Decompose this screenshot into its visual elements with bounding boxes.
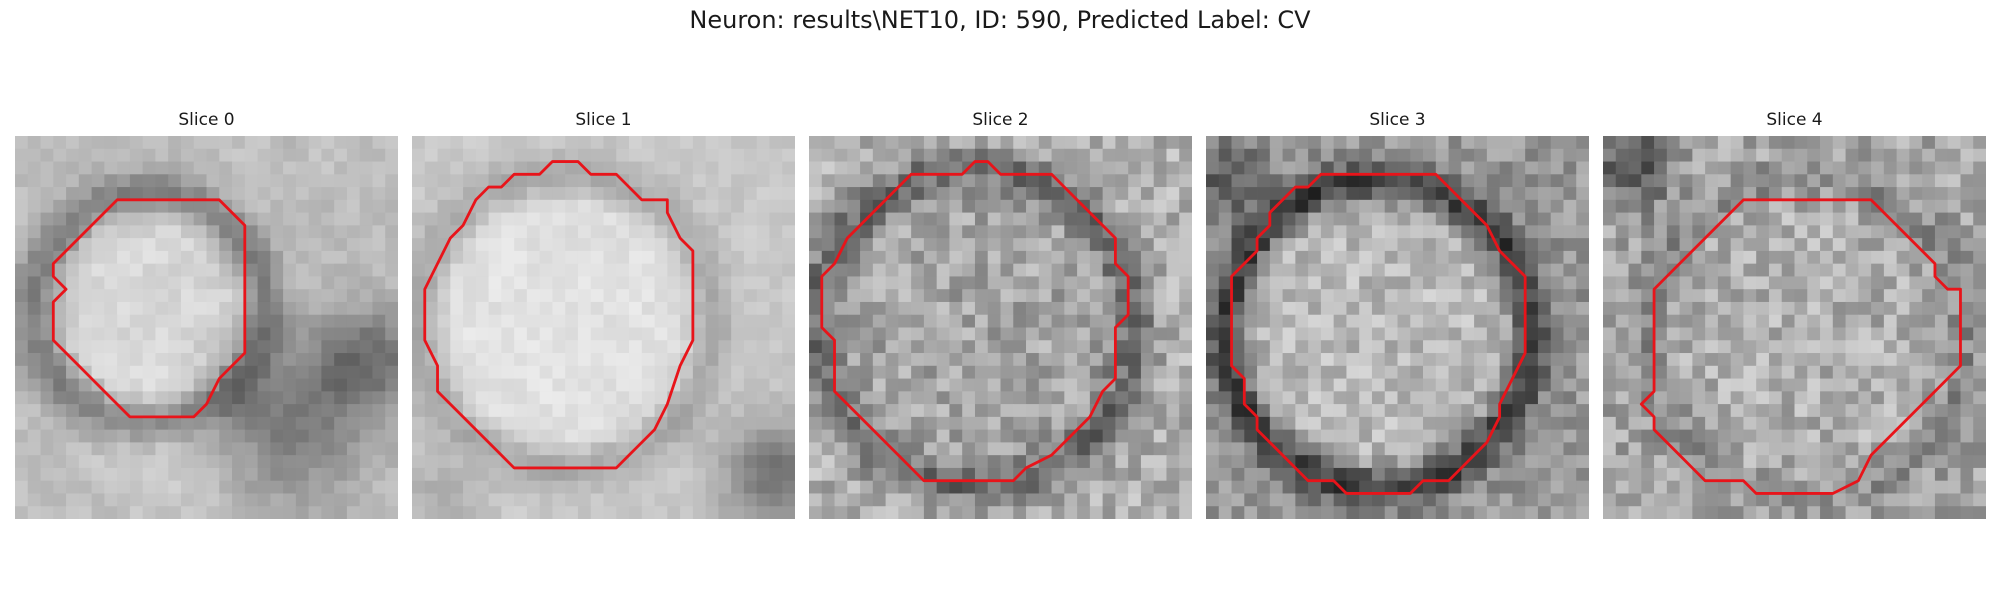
- segmentation-contour: [51, 198, 247, 419]
- pixel-grid: [412, 136, 795, 519]
- slice-title: Slice 0: [178, 110, 235, 130]
- segmentation-contour: [1639, 198, 1962, 495]
- pixel-grid: [15, 136, 398, 519]
- slice-image: [1206, 136, 1589, 519]
- pixel-grid: [1206, 136, 1589, 519]
- slice-title: Slice 2: [972, 110, 1029, 130]
- pixel-grid: [809, 136, 1192, 519]
- pixel-grid: [1603, 136, 1986, 519]
- figure-title: Neuron: results\NET10, ID: 590, Predicte…: [689, 6, 1311, 34]
- segmentation-contour: [1230, 172, 1527, 495]
- slice-title: Slice 4: [1766, 110, 1823, 130]
- segmentation-contour: [820, 160, 1130, 483]
- slice-title: Slice 3: [1369, 110, 1426, 130]
- slice-image: [412, 136, 795, 519]
- slice-image: [1603, 136, 1986, 519]
- slice-image: [15, 136, 398, 519]
- slice-title: Slice 1: [575, 110, 632, 130]
- slice-image: [809, 136, 1192, 519]
- segmentation-contour: [423, 160, 695, 470]
